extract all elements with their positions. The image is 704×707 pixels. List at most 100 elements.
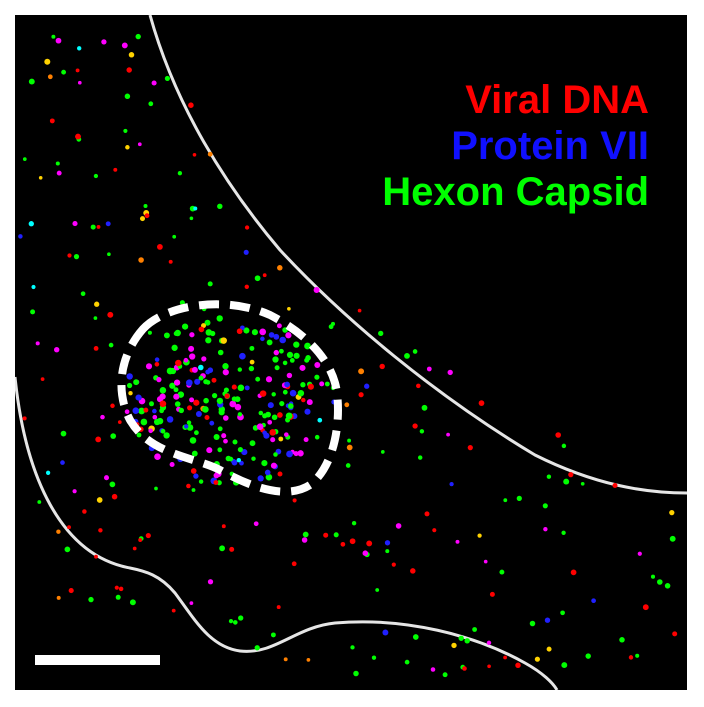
- fluorescent-spot: [404, 659, 410, 665]
- fluorescent-spot: [534, 656, 540, 662]
- fluorescent-spot: [138, 538, 143, 542]
- fluorescent-spot: [277, 265, 283, 271]
- fluorescent-spot: [333, 532, 339, 538]
- fluorescent-spot: [219, 545, 225, 552]
- fluorescent-spot: [183, 424, 189, 429]
- fluorescent-spot: [109, 481, 116, 488]
- fluorescent-spot: [237, 412, 243, 417]
- fluorescent-spot: [351, 520, 357, 526]
- fluorescent-spot: [267, 402, 274, 409]
- fluorescent-spot: [152, 414, 158, 420]
- fluorescent-spot: [153, 418, 161, 426]
- fluorescent-spot: [124, 93, 131, 100]
- fluorescent-spot: [284, 381, 290, 388]
- fluorescent-spot: [314, 374, 320, 380]
- fluorescent-spot: [313, 287, 320, 293]
- fluorescent-spot: [669, 509, 675, 516]
- fluorescent-spot: [148, 428, 154, 434]
- fluorescent-spot: [276, 323, 282, 329]
- fluorescent-spot: [264, 469, 271, 476]
- fluorescent-spot: [154, 486, 158, 491]
- fluorescent-spot: [181, 323, 189, 330]
- fluorescent-spot: [169, 461, 175, 468]
- fluorescent-spot: [251, 329, 258, 336]
- fluorescent-spot: [154, 357, 160, 362]
- fluorescent-spot: [211, 392, 218, 399]
- fluorescent-spot: [287, 403, 294, 409]
- fluorescent-spot: [126, 373, 133, 380]
- fluorescent-spot: [561, 530, 566, 535]
- fluorescent-spot: [224, 393, 230, 399]
- cell-outline-lower: [15, 376, 559, 690]
- fluorescent-spot: [93, 345, 99, 351]
- fluorescent-spot: [515, 662, 521, 669]
- fluorescent-spot: [56, 595, 61, 600]
- fluorescent-spot: [279, 401, 285, 407]
- fluorescent-spot: [344, 402, 350, 408]
- fluorescent-spot: [55, 37, 62, 44]
- fluorescent-spot: [451, 642, 457, 649]
- fluorescent-spot: [543, 527, 548, 532]
- fluorescent-spot: [268, 332, 275, 338]
- fluorescent-spot: [358, 368, 365, 375]
- fluorescent-spot: [362, 550, 369, 556]
- fluorescent-spot: [64, 546, 71, 553]
- fluorescent-spot: [132, 546, 137, 551]
- fluorescent-spot: [297, 450, 304, 457]
- fluorescent-spot: [213, 433, 220, 441]
- fluorescent-spot: [503, 655, 507, 660]
- fluorescent-spot: [152, 408, 157, 414]
- fluorescent-spot: [380, 450, 385, 454]
- fluorescent-spot: [135, 33, 141, 40]
- fluorescent-spot: [111, 493, 118, 500]
- fluorescent-spot: [166, 367, 174, 375]
- fluorescent-spot: [229, 546, 235, 552]
- fluorescent-spot: [96, 497, 103, 503]
- fluorescent-spot: [279, 348, 284, 354]
- fluorescent-spot: [261, 460, 268, 467]
- fluorescent-spot: [138, 407, 145, 415]
- fluorescent-spot: [345, 463, 351, 468]
- fluorescent-spot: [228, 456, 234, 462]
- fluorescent-spot: [404, 353, 410, 359]
- fluorescent-spot: [159, 408, 164, 414]
- fluorescent-spot: [37, 500, 42, 504]
- fluorescent-spot: [207, 579, 214, 585]
- fluorescent-spot: [216, 397, 224, 405]
- fluorescent-spot: [462, 666, 467, 671]
- fluorescent-spot: [68, 588, 74, 594]
- fluorescent-spot: [217, 426, 223, 432]
- fluorescent-spot: [287, 306, 291, 311]
- fluorescent-spot: [108, 342, 114, 348]
- fluorescent-spot: [323, 532, 329, 538]
- fluorescent-spot: [171, 344, 178, 351]
- fluorescent-spot: [67, 525, 71, 530]
- fluorescent-spot: [239, 352, 246, 360]
- fluorescent-spot: [546, 474, 552, 479]
- fluorescent-spot: [293, 451, 299, 457]
- fluorescent-spot: [154, 361, 160, 367]
- fluorescent-spot: [251, 456, 256, 461]
- fluorescent-spot: [222, 369, 229, 376]
- fluorescent-spot: [384, 540, 391, 546]
- fluorescent-spot: [77, 46, 82, 51]
- fluorescent-spot: [148, 101, 154, 107]
- fluorescent-spots: [18, 33, 678, 678]
- fluorescent-spot: [371, 655, 377, 660]
- scale-bar: [35, 655, 160, 665]
- fluorescent-spot: [28, 78, 35, 85]
- fluorescent-spot: [285, 332, 292, 339]
- fluorescent-spot: [499, 569, 505, 575]
- fluorescent-spot: [100, 414, 105, 420]
- fluorescent-spot: [412, 634, 419, 640]
- fluorescent-spot: [105, 221, 111, 227]
- fluorescent-spot: [656, 579, 663, 585]
- fluorescent-spot: [171, 608, 176, 613]
- fluorescent-spot: [129, 599, 136, 606]
- fluorescent-spot: [98, 528, 103, 533]
- fluorescent-spot: [75, 68, 80, 73]
- fluorescent-spot: [635, 653, 640, 658]
- fluorescent-spot: [289, 358, 295, 363]
- fluorescent-spot: [619, 637, 625, 643]
- fluorescent-spot: [82, 509, 87, 514]
